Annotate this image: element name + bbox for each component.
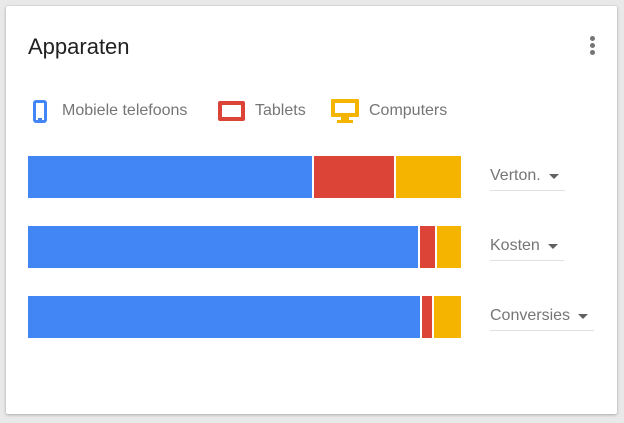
devices-card: Apparaten Mobiele telefoons Tablets Comp…	[6, 6, 617, 414]
bar-segment-tablet	[420, 226, 435, 268]
bar-segment-mobile	[28, 156, 312, 198]
bar-segment-mobile	[28, 296, 420, 338]
bar-segment-tablet	[422, 296, 432, 338]
bar-row-verton[interactable]	[28, 156, 461, 198]
bar-segment-mobile	[28, 226, 418, 268]
bar-segment-tablet	[314, 156, 394, 198]
metric-dropdown-verton[interactable]: Verton.	[490, 162, 565, 191]
caret-down-icon	[548, 173, 559, 179]
legend-item-computer: Computers	[331, 97, 447, 125]
metric-dropdown-conversies[interactable]: Conversies	[490, 302, 595, 331]
legend-label-mobile: Mobiele telefoons	[62, 102, 188, 119]
desktop-icon	[331, 99, 359, 123]
more-vert-icon-dot-2	[590, 43, 595, 48]
legend-label-tablet: Tablets	[255, 102, 306, 119]
bar-segment-computer	[434, 296, 461, 338]
caret-down-icon	[547, 243, 558, 249]
more-vert-icon-dot-3	[590, 50, 595, 55]
bar-row-kosten[interactable]	[28, 226, 461, 268]
tablet-icon	[218, 101, 245, 121]
metric-dropdown-kosten[interactable]: Kosten	[490, 232, 564, 261]
bar-segment-computer	[437, 226, 461, 268]
caret-down-icon	[578, 313, 589, 319]
legend-label-computer: Computers	[369, 102, 448, 119]
more-menu-button[interactable]	[583, 34, 603, 58]
legend-item-mobile: Mobiele telefoons	[33, 97, 187, 125]
legend-item-tablet: Tablets	[218, 97, 306, 125]
bar-segment-computer	[396, 156, 461, 198]
dropdown-label: Verton.	[490, 167, 541, 184]
bar-row-conversies[interactable]	[28, 296, 461, 338]
more-vert-icon	[590, 36, 595, 41]
card-title: Apparaten	[28, 34, 130, 59]
phone-icon	[33, 99, 47, 123]
dropdown-label: Conversies	[490, 307, 571, 324]
dropdown-label: Kosten	[490, 237, 540, 254]
